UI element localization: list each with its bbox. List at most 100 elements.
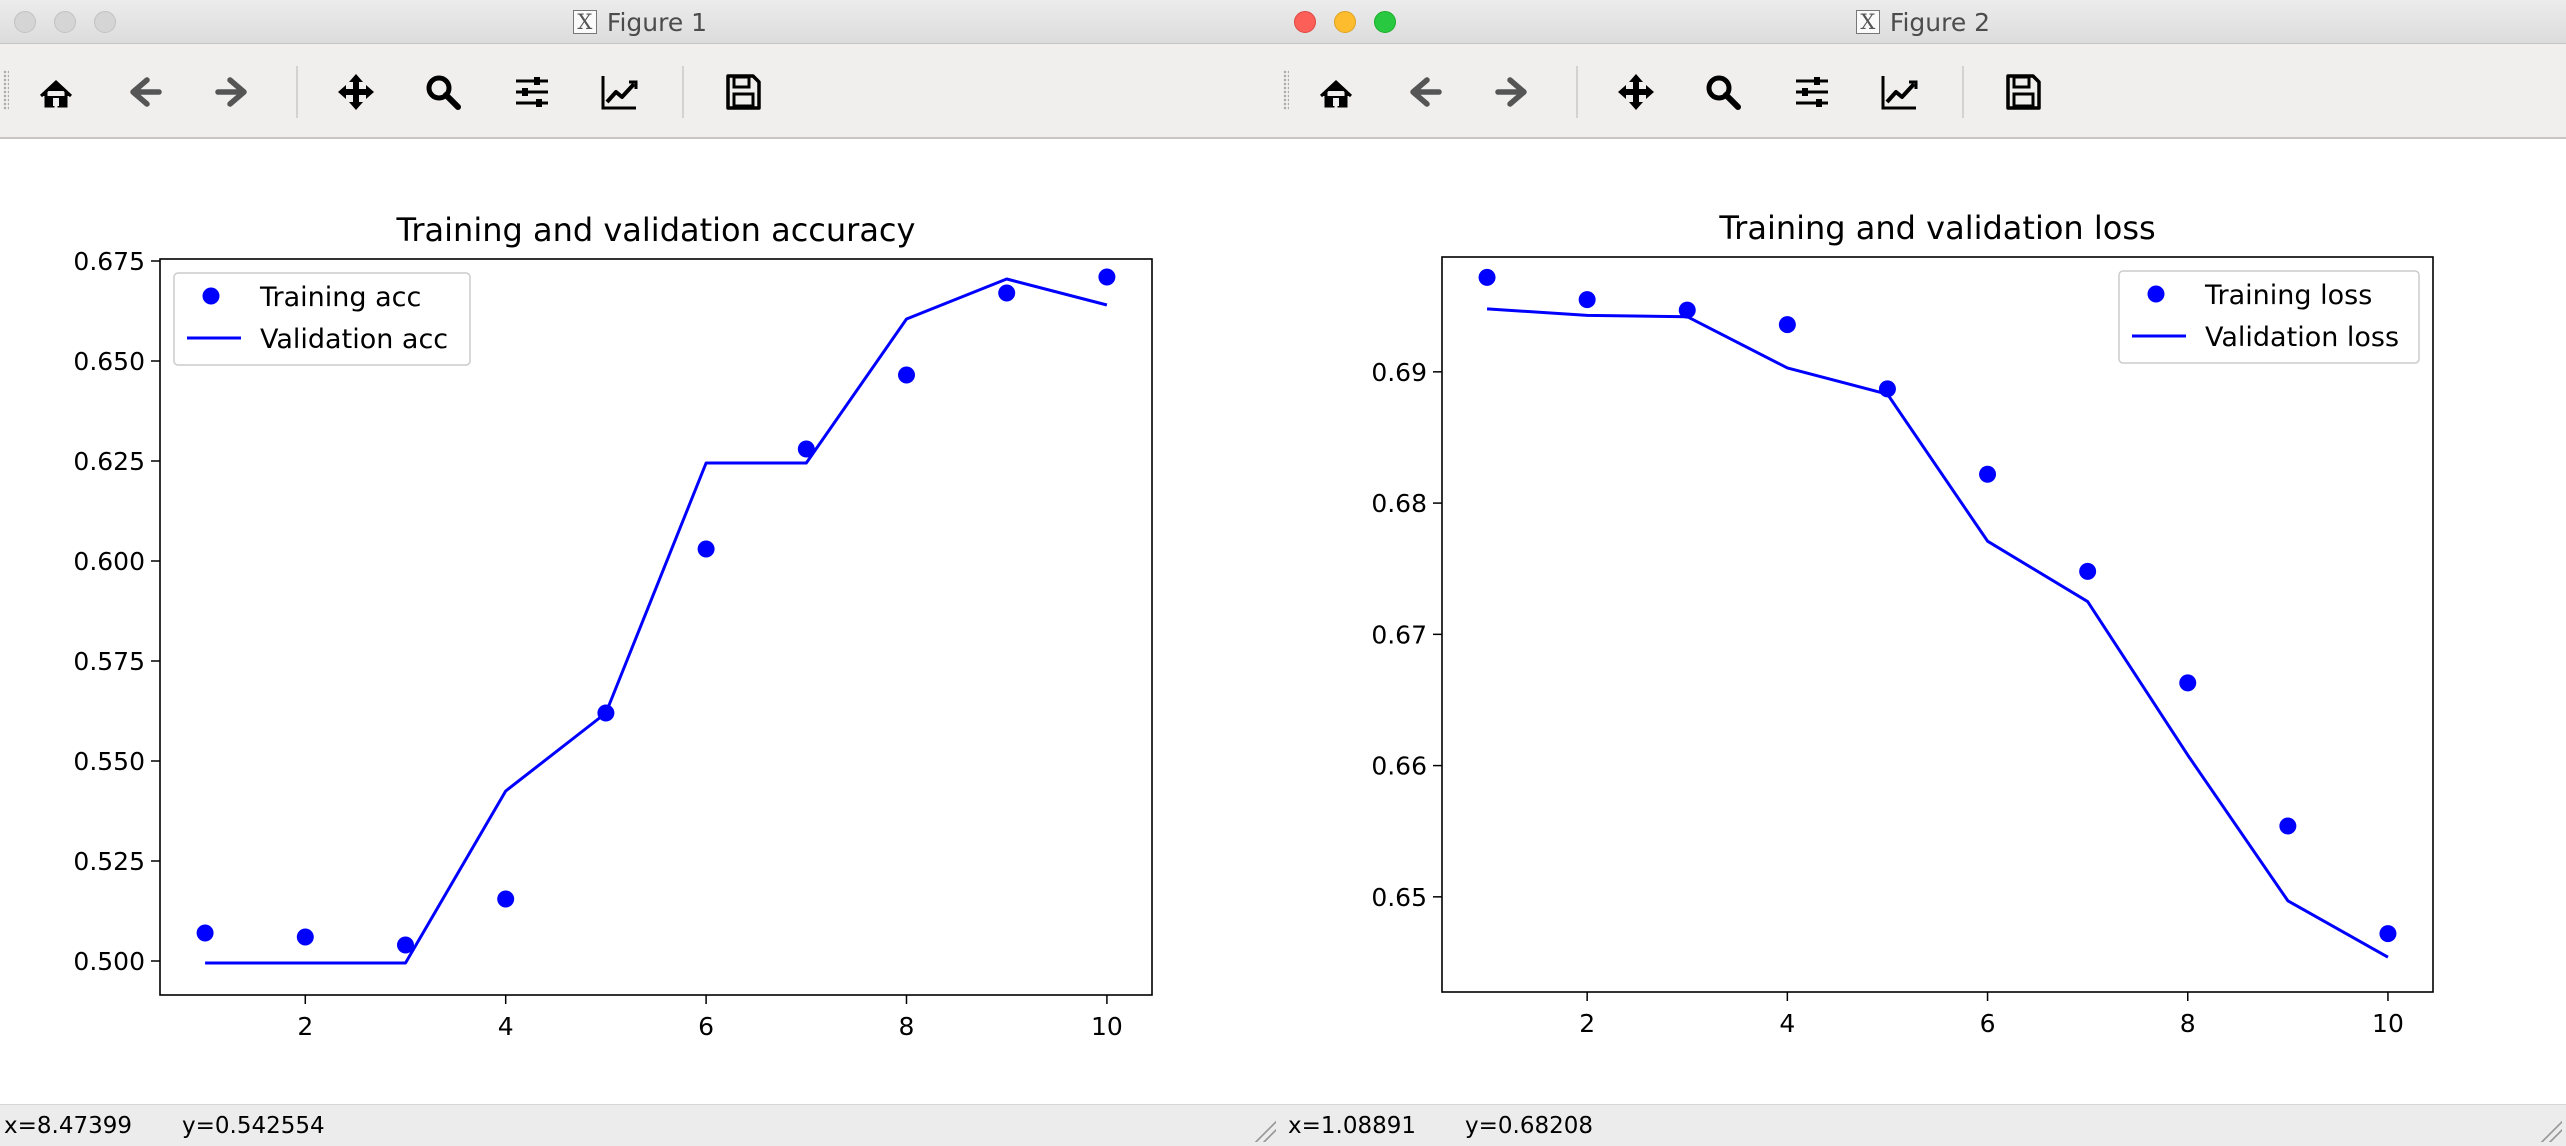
legend-box — [2118, 270, 2420, 364]
arrow-left-icon — [1410, 77, 1442, 107]
y-tick-label: 0.600 — [73, 547, 145, 576]
zoom-window-button[interactable] — [1374, 11, 1396, 33]
window-title: Figure 1 — [606, 7, 708, 37]
y-tick-label: 0.675 — [73, 247, 145, 276]
resize-grip[interactable] — [1252, 1118, 1276, 1142]
pan-button[interactable] — [331, 67, 381, 117]
figure2-plot[interactable]: Training and validation loss 2 4 6 8 10 0.65 0.… — [1280, 139, 2566, 1104]
arrow-right-icon — [1495, 77, 1527, 107]
resize-grip[interactable] — [2538, 1118, 2562, 1142]
zoom-button[interactable] — [418, 67, 468, 117]
y-tick-label: 0.625 — [73, 447, 145, 476]
zoom-window-button[interactable] — [94, 11, 116, 33]
cursor-y-readout: y=0.542554 — [182, 1113, 325, 1139]
x11-icon: X — [572, 10, 597, 34]
data-point — [1678, 301, 1696, 319]
figure2-statusbar: x=1.08891 y=0.68208 — [1280, 1104, 2566, 1146]
x11-icon: X — [1855, 10, 1880, 34]
close-button[interactable] — [1294, 11, 1316, 33]
line-chart-icon — [1881, 76, 1918, 110]
figure2-titlebar[interactable]: X Figure 2 — [1280, 0, 2566, 44]
pan-button[interactable] — [1611, 67, 1661, 117]
home-icon — [39, 79, 73, 108]
minimize-button[interactable] — [1334, 11, 1356, 33]
toolbar-grip[interactable] — [3, 70, 9, 110]
close-button[interactable] — [14, 11, 36, 33]
y-tick-label: 0.68 — [1371, 489, 1427, 518]
y-tick-label: 0.575 — [73, 647, 145, 676]
data-point — [1098, 268, 1116, 286]
x-tick-label: 4 — [1779, 1009, 1795, 1038]
subplots-button[interactable] — [1787, 67, 1837, 117]
data-point — [797, 440, 815, 458]
y-tick-label: 0.67 — [1371, 620, 1427, 649]
toolbar-grip[interactable] — [1283, 70, 1289, 110]
data-point — [2179, 674, 2197, 692]
minimize-button[interactable] — [54, 11, 76, 33]
data-point — [2079, 562, 2097, 580]
data-point — [1979, 465, 1997, 483]
floppy-disk-icon — [726, 74, 761, 110]
data-point — [497, 890, 515, 908]
legend-label: Training loss — [2204, 280, 2372, 311]
home-icon — [1319, 79, 1353, 108]
legend-label: Training acc — [259, 282, 421, 313]
arrow-left-icon — [130, 77, 162, 107]
forward-button[interactable] — [1487, 67, 1537, 117]
legend-marker — [2147, 285, 2165, 303]
data-point — [396, 936, 414, 954]
cursor-y-readout: y=0.68208 — [1465, 1113, 1593, 1139]
line-chart-icon — [601, 76, 638, 110]
edit-axes-button[interactable] — [1874, 67, 1924, 117]
toolbar-separator — [682, 66, 684, 118]
move-icon — [338, 74, 374, 110]
sliders-icon — [516, 77, 548, 107]
forward-button[interactable] — [207, 67, 257, 117]
x-tick-label: 6 — [698, 1012, 714, 1041]
legend-label: Validation loss — [2205, 322, 2399, 353]
legend-box — [173, 272, 471, 366]
back-button[interactable] — [120, 67, 170, 117]
data-point — [1778, 316, 1796, 334]
home-button[interactable] — [31, 67, 81, 117]
figure2-toolbar — [1280, 44, 2566, 139]
data-point — [1478, 268, 1496, 286]
series-line-validation-acc — [205, 277, 1108, 965]
series-line-validation-loss — [1486, 307, 2389, 959]
chart-title: Training and validation loss — [1718, 209, 2155, 247]
figure1-window: X Figure 1 Training and validation accur… — [0, 0, 1280, 1146]
x-tick-label: 4 — [498, 1012, 514, 1041]
data-point — [2279, 817, 2297, 835]
y-tick-label: 0.525 — [73, 847, 145, 876]
toolbar-separator — [1576, 66, 1578, 118]
figure2-window: X Figure 2 Training and validation loss 2… — [1280, 0, 2566, 1146]
back-button[interactable] — [1400, 67, 1450, 117]
data-point — [1578, 291, 1596, 309]
figure1-titlebar[interactable]: X Figure 1 — [0, 0, 1280, 44]
sliders-icon — [1796, 77, 1828, 107]
save-button[interactable] — [1998, 67, 2048, 117]
plot-frame — [159, 258, 1153, 996]
data-point — [898, 366, 916, 384]
edit-axes-button[interactable] — [594, 67, 644, 117]
x-tick-label: 8 — [2180, 1009, 2196, 1038]
move-icon — [1618, 74, 1654, 110]
x-tick-label: 2 — [297, 1012, 313, 1041]
cursor-x-readout: x=8.47399 — [4, 1113, 132, 1139]
data-point — [2379, 925, 2397, 943]
window-title: Figure 2 — [1889, 7, 1991, 37]
magnifier-icon — [426, 75, 461, 110]
zoom-button[interactable] — [1698, 67, 1748, 117]
figure1-plot[interactable]: Training and validation accuracy 2 4 6 8 10 0.… — [0, 139, 1280, 1104]
cursor-x-readout: x=1.08891 — [1288, 1113, 1416, 1139]
y-tick-label: 0.650 — [73, 347, 145, 376]
x-tick-label: 6 — [1980, 1009, 1996, 1038]
home-button[interactable] — [1311, 67, 1361, 117]
x-tick-label: 8 — [899, 1012, 915, 1041]
x-tick-label: 10 — [2372, 1009, 2404, 1038]
save-button[interactable] — [718, 67, 768, 117]
toolbar-separator — [296, 66, 298, 118]
y-tick-label: 0.69 — [1371, 358, 1427, 387]
data-point — [998, 284, 1016, 302]
subplots-button[interactable] — [507, 67, 557, 117]
